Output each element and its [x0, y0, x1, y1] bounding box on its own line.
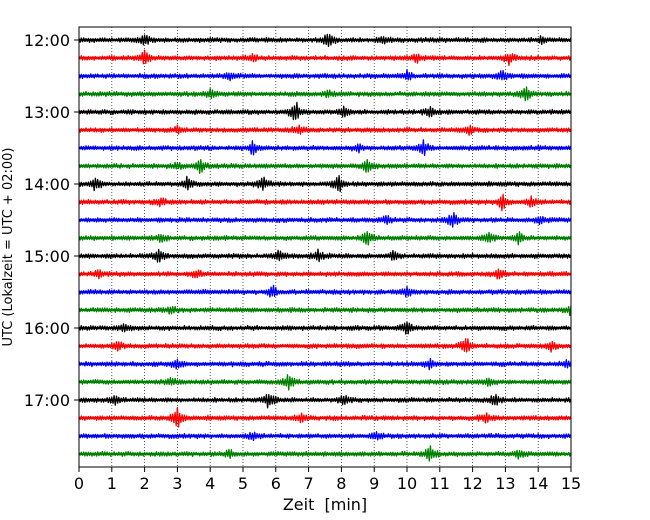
trace-13:30 — [78, 139, 572, 157]
seismic-traces — [78, 33, 572, 462]
trace-15:45 — [78, 305, 572, 317]
trace-line — [78, 33, 572, 48]
y-tick-label: 15:00 — [24, 247, 70, 266]
trace-16:45 — [78, 374, 572, 391]
trace-line — [78, 406, 572, 428]
trace-13:00 — [78, 101, 572, 121]
y-tick-label: 16:00 — [24, 319, 70, 338]
trace-14:45 — [78, 231, 572, 246]
x-tick-label: 11 — [430, 474, 450, 493]
trace-line — [78, 139, 572, 157]
trace-13:15 — [78, 124, 572, 136]
x-tick-label: 14 — [528, 474, 548, 493]
x-tick-label: 8 — [336, 474, 346, 493]
trace-15:00 — [78, 248, 572, 263]
y-tick-label: 13:00 — [24, 103, 70, 122]
x-tick-label: 12 — [462, 474, 482, 493]
y-axis-ticks: 12:00 13:00 14:00 15:00 16:00 17:00 — [24, 31, 79, 410]
trace-line — [78, 284, 572, 298]
trace-12:45 — [78, 86, 572, 102]
trace-14:00 — [78, 174, 572, 193]
trace-line — [78, 393, 572, 409]
x-tick-label: 7 — [304, 474, 314, 493]
y-tick-label: 14:00 — [24, 175, 70, 194]
trace-line — [78, 231, 572, 246]
x-tick-label: 13 — [495, 474, 515, 493]
trace-16:00 — [78, 321, 572, 335]
x-tick-label: 2 — [140, 474, 150, 493]
trace-line — [78, 374, 572, 391]
y-tick-label: 17:00 — [24, 391, 70, 410]
x-tick-label: 15 — [561, 474, 581, 493]
y-tick-label: 12:00 — [24, 31, 70, 50]
trace-line — [78, 431, 572, 442]
trace-16:30 — [78, 357, 572, 371]
trace-16:15 — [78, 338, 572, 353]
trace-line — [78, 49, 572, 67]
x-tick-label: 4 — [205, 474, 215, 493]
x-tick-label: 10 — [397, 474, 417, 493]
x-tick-label: 9 — [369, 474, 379, 493]
trace-line — [78, 174, 572, 193]
trace-14:30 — [78, 211, 572, 228]
trace-line — [78, 305, 572, 317]
trace-14:15 — [78, 193, 572, 212]
trace-line — [78, 445, 572, 462]
trace-17:45 — [78, 445, 572, 462]
plot-frame — [78, 26, 572, 468]
x-tick-label: 0 — [74, 474, 84, 493]
trace-17:30 — [78, 431, 572, 442]
x-tick-label: 5 — [238, 474, 248, 493]
x-tick-label: 6 — [271, 474, 281, 493]
trace-13:45 — [78, 158, 572, 174]
trace-line — [78, 193, 572, 212]
x-axis-title: Zeit [min] — [283, 495, 367, 514]
trace-line — [78, 158, 572, 174]
trace-line — [78, 357, 572, 371]
trace-line — [78, 101, 572, 121]
x-tick-label: 1 — [107, 474, 117, 493]
trace-17:15 — [78, 406, 572, 428]
y-axis-title: UTC (Lokalzeit = UTC + 02:00) — [1, 148, 16, 347]
trace-15:30 — [78, 284, 572, 298]
grid-lines — [111, 27, 539, 467]
x-tick-label: 3 — [172, 474, 182, 493]
trace-12:30 — [78, 69, 572, 82]
x-axis-ticks: 0 1 2 3 4 5 6 7 8 9 10 11 12 13 14 15 — [74, 467, 581, 493]
trace-line — [78, 86, 572, 102]
trace-line — [78, 211, 572, 228]
trace-line — [78, 69, 572, 82]
trace-15:15 — [78, 268, 572, 280]
trace-12:15 — [78, 49, 572, 67]
trace-17:00 — [78, 393, 572, 409]
trace-12:00 — [78, 33, 572, 48]
